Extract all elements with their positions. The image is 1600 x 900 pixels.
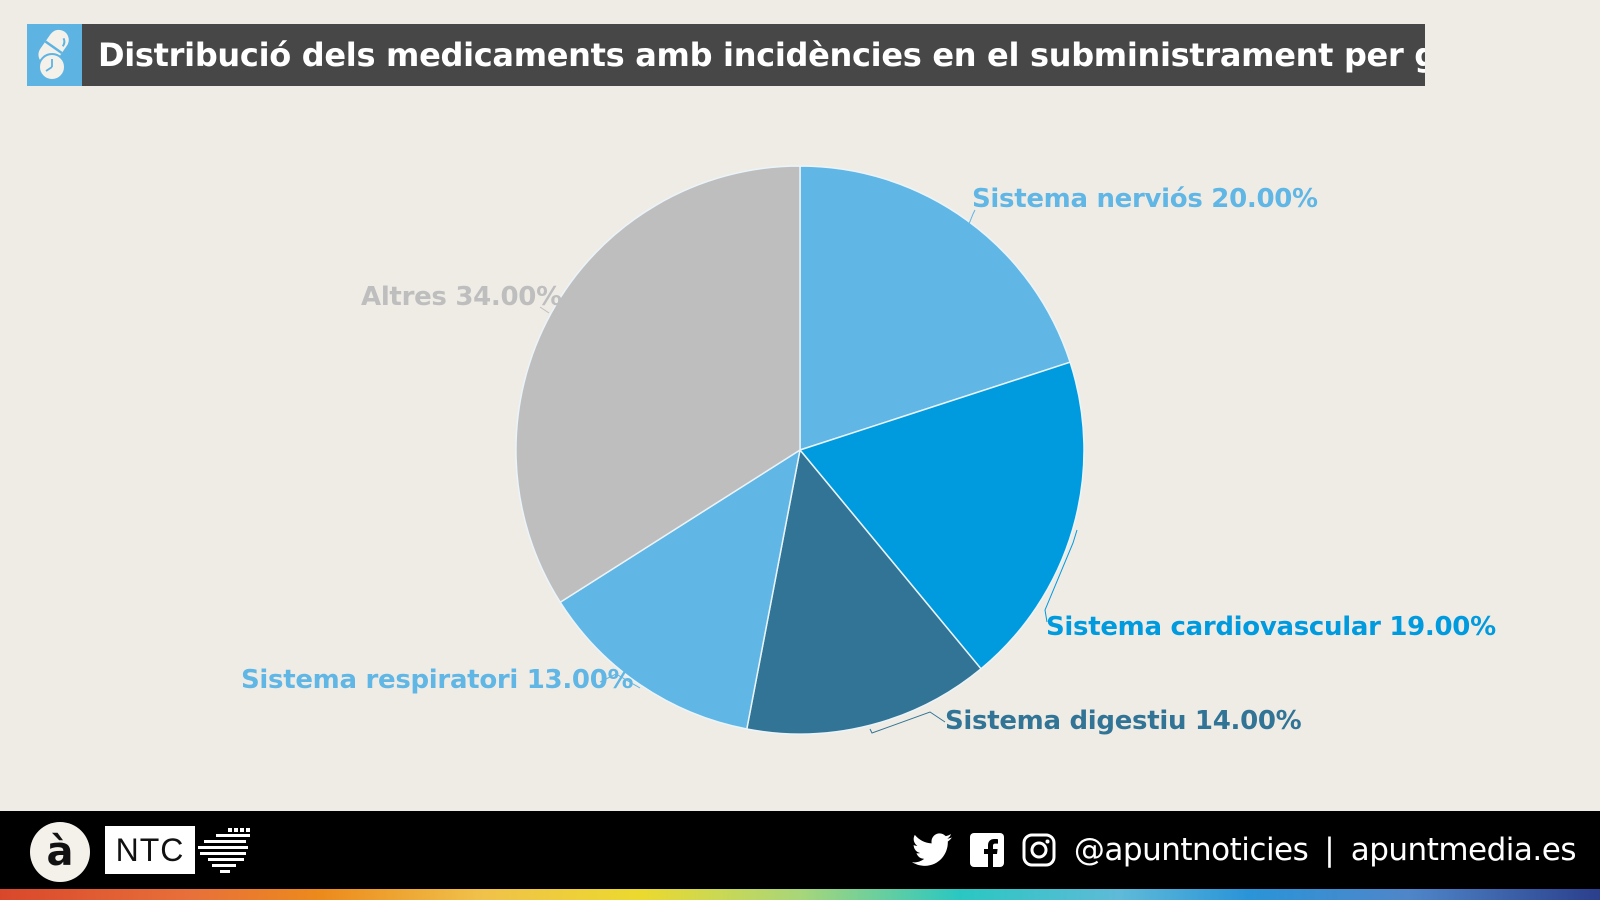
leader-line-altres (539, 306, 550, 314)
slice-sistema-respiratori[interactable] (559, 449, 801, 730)
leader-line-nervios (966, 209, 976, 230)
slice-sistema-cardiovascular[interactable] (799, 361, 1085, 670)
ntc-speed-lines-icon (198, 828, 250, 873)
pill-clock-icon (27, 24, 82, 86)
slice-altres[interactable] (515, 165, 801, 603)
leader-line-cardiovascular (1044, 529, 1078, 623)
ntc-logo-box: NTC (105, 826, 195, 874)
logo-letter: à (46, 829, 74, 875)
label-sistema-digestiu: Sistema digestiu 14.00% (945, 706, 1302, 736)
label-sistema-cardiovascular: Sistema cardiovascular 19.00% (1046, 612, 1496, 642)
instagram-icon[interactable] (1022, 833, 1056, 867)
leader-line-digestiu (869, 711, 946, 734)
ntc-brand-text: NTC (115, 831, 185, 868)
label-sistema-respiratori: Sistema respiratori 13.00% (241, 665, 634, 695)
footer-bar (0, 811, 1600, 889)
leader-line-respiratori (599, 673, 641, 689)
social-handle[interactable]: @apuntnoticies (1073, 832, 1309, 868)
title-bar: Distribució dels medicaments amb incidèn… (27, 24, 1425, 86)
slice-sistema-nervios[interactable] (799, 165, 1071, 451)
slice-sistema-digestiu[interactable] (746, 449, 982, 735)
chart-title: Distribució dels medicaments amb incidèn… (82, 24, 1425, 86)
apunt-logo: à (30, 822, 90, 882)
social-links: @apuntnoticies | apuntmedia.es (911, 818, 1577, 882)
label-sistema-nervios: Sistema nerviós 20.00% (972, 184, 1318, 214)
footer-separator: | (1324, 832, 1335, 868)
label-altres: Altres 34.00% (361, 282, 562, 312)
twitter-icon[interactable] (911, 833, 952, 867)
facebook-icon[interactable] (969, 833, 1004, 867)
rainbow-stripe (0, 889, 1600, 900)
website-link[interactable]: apuntmedia.es (1350, 832, 1577, 868)
